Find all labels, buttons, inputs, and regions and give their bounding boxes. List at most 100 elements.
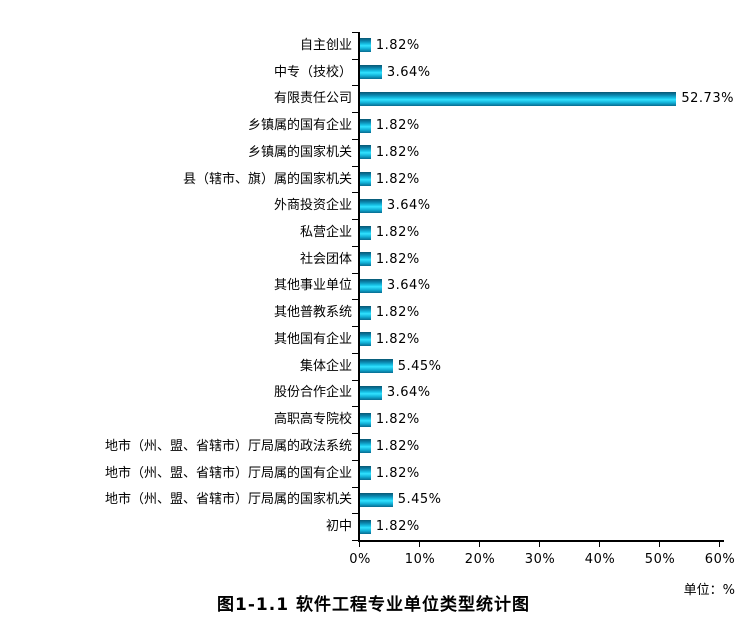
- bar: [360, 145, 371, 160]
- bar-track: 52.73%: [360, 85, 747, 112]
- x-axis-tick: [419, 542, 420, 547]
- bar: [360, 118, 371, 133]
- chart-row: 有限责任公司 52.73%: [0, 85, 747, 112]
- x-axis-tick-label: 30%: [524, 552, 556, 567]
- x-axis-tick: [359, 542, 360, 547]
- y-axis-tick: [352, 513, 358, 515]
- bar: [360, 278, 382, 293]
- value-label: 3.64%: [386, 278, 431, 294]
- bar-track: 1.82%: [360, 246, 747, 273]
- category-label: 股份合作企业: [273, 385, 352, 401]
- bar: [360, 492, 393, 507]
- chart-row: 私营企业 1.82%: [0, 219, 747, 246]
- chart-title: 图1-1.1 软件工程专业单位类型统计图: [217, 595, 530, 615]
- bar: [360, 305, 371, 320]
- value-label: 1.82%: [375, 225, 420, 240]
- y-axis-tick: [352, 219, 358, 221]
- value-label: 1.82%: [375, 465, 420, 481]
- bar-track: 1.82%: [360, 139, 747, 166]
- chart-row: 地市（州、盟、省辖市）厅局属的政法系统 1.82%: [0, 433, 747, 460]
- category-label: 自主创业: [299, 37, 352, 53]
- bar-track: 3.64%: [360, 192, 747, 219]
- bar-track: 3.64%: [360, 273, 747, 300]
- chart-row: 其他国有企业 1.82%: [0, 326, 747, 353]
- y-axis-tick: [352, 326, 358, 328]
- bar-track: 1.82%: [360, 299, 747, 326]
- category-label: 地市（州、盟、省辖市）厅局属的国有企业: [104, 465, 352, 481]
- category-label: 社会团体: [299, 251, 352, 267]
- category-label: 地市（州、盟、省辖市）厅局属的政法系统: [104, 438, 352, 454]
- value-label: 3.64%: [386, 64, 431, 80]
- y-axis-tick: [352, 540, 358, 541]
- chart-row: 社会团体 1.82%: [0, 246, 747, 273]
- bar: [360, 332, 371, 347]
- chart-row: 高职高专院校 1.82%: [0, 406, 747, 433]
- category-label: 有限责任公司: [273, 91, 352, 107]
- value-label: 1.82%: [375, 251, 420, 267]
- bar-track: 1.82%: [360, 32, 747, 59]
- x-axis-line: [358, 540, 724, 542]
- value-label: 3.64%: [386, 198, 431, 214]
- bar-track: 1.82%: [360, 513, 747, 540]
- bar: [360, 359, 393, 374]
- x-axis-tick: [539, 542, 540, 547]
- x-axis-tick: [659, 542, 660, 547]
- category-label: 地市（州、盟、省辖市）厅局属的国家机关: [104, 492, 352, 508]
- unit-label: 单位：%: [683, 583, 735, 598]
- bar-track: 5.45%: [360, 486, 747, 513]
- chart-row: 其他普教系统 1.82%: [0, 299, 747, 326]
- bar: [360, 172, 371, 187]
- bar: [360, 38, 371, 53]
- y-axis-tick: [352, 58, 358, 60]
- bar-track: 3.64%: [360, 59, 747, 86]
- value-label: 1.82%: [375, 171, 420, 187]
- bar-track: 1.82%: [360, 433, 747, 460]
- y-axis-tick: [352, 433, 358, 435]
- category-label: 外商投资企业: [273, 198, 352, 214]
- bar: [360, 225, 371, 240]
- y-axis-tick: [352, 272, 358, 274]
- bar-track: 1.82%: [360, 166, 747, 193]
- chart-row: 股份合作企业 3.64%: [0, 380, 747, 407]
- y-axis-tick: [352, 245, 358, 247]
- bar-track: 1.82%: [360, 112, 747, 139]
- y-axis-tick: [352, 406, 358, 408]
- category-label: 乡镇属的国家机关: [247, 144, 352, 160]
- bar: [360, 519, 371, 534]
- chart-row: 集体企业 5.45%: [0, 353, 747, 380]
- x-axis-tick-label: 10%: [404, 552, 436, 567]
- value-label: 1.82%: [375, 438, 420, 454]
- value-label: 5.45%: [397, 492, 442, 508]
- y-axis-tick: [352, 165, 358, 167]
- category-label: 县（辖市、旗）属的国家机关: [182, 171, 352, 187]
- chart-row: 地市（州、盟、省辖市）厅局属的国家机关 5.45%: [0, 486, 747, 513]
- y-axis-line: [358, 32, 360, 542]
- bar-track: 1.82%: [360, 460, 747, 487]
- bar: [360, 91, 677, 106]
- x-axis-tick-label: 0%: [349, 552, 371, 567]
- category-label: 集体企业: [299, 358, 352, 374]
- category-label: 私营企业: [299, 225, 352, 240]
- bar-track: 1.82%: [360, 219, 747, 246]
- bar-track: 5.45%: [360, 353, 747, 380]
- y-axis-tick: [352, 192, 358, 194]
- bar: [360, 412, 371, 427]
- chart-row: 县（辖市、旗）属的国家机关 1.82%: [0, 166, 747, 193]
- bar: [360, 385, 382, 400]
- x-axis-tick: [479, 542, 480, 547]
- bar-track: 1.82%: [360, 326, 747, 353]
- y-axis-tick: [352, 112, 358, 114]
- value-label: 1.82%: [375, 305, 420, 321]
- x-axis-tick-label: 40%: [584, 552, 616, 567]
- x-axis-tick: [599, 542, 600, 547]
- x-axis-tick-label: 50%: [644, 552, 676, 567]
- bar-track: 3.64%: [360, 380, 747, 407]
- bar: [360, 252, 371, 267]
- value-label: 1.82%: [375, 519, 420, 535]
- category-label: 乡镇属的国有企业: [247, 118, 352, 134]
- category-label: 其他国有企业: [273, 331, 352, 347]
- bar: [360, 439, 371, 454]
- y-axis-tick: [352, 32, 358, 33]
- value-label: 1.82%: [375, 37, 420, 53]
